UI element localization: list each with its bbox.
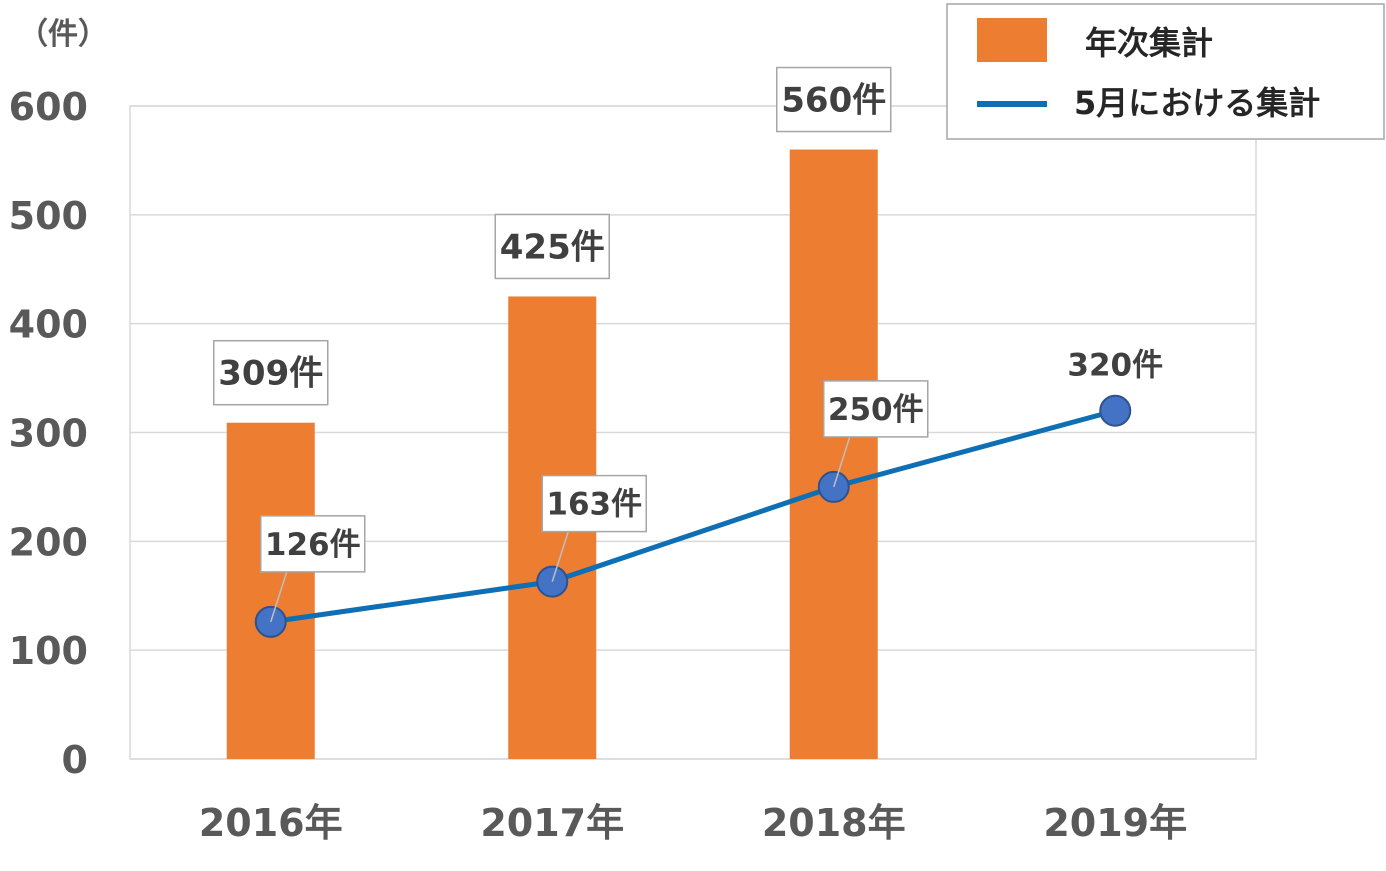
bar-data-label: 425件: [500, 227, 605, 267]
y-tick-label: 100: [9, 629, 88, 673]
x-tick-label: 2019年: [1043, 801, 1187, 845]
bar-data-label: 309件: [218, 354, 323, 394]
data-label-leader: [833, 436, 851, 488]
y-tick-label: 400: [9, 303, 88, 347]
bar: [226, 422, 315, 759]
line-marker: [1099, 394, 1132, 427]
data-label-leader: [270, 571, 288, 623]
y-axis-ticks: 0 100 200 300 400 500 600: [9, 85, 88, 782]
line-data-label: 250件: [828, 392, 924, 428]
line-path: [270, 408, 1116, 625]
bar: [789, 149, 878, 760]
x-tick-label: 2016年: [199, 801, 343, 845]
bar-data-label-box: [213, 339, 329, 406]
legend-label-bar: 年次集計: [1085, 24, 1213, 62]
y-tick-label: 0: [62, 738, 88, 782]
x-tick-label: 2017年: [480, 801, 624, 845]
line-data-label: 126件: [265, 527, 361, 563]
line-data-label-box: [823, 380, 929, 438]
line-data-label-box: [541, 474, 647, 533]
data-label-leader: [551, 531, 569, 582]
legend: 年次集計 5月における集計: [946, 3, 1385, 140]
x-axis-ticks: 2016年 2017年 2018年 2019年: [199, 801, 1187, 845]
y-tick-label: 300: [9, 412, 88, 456]
y-tick-label: 200: [9, 520, 88, 564]
y-tick-label: 600: [9, 85, 88, 129]
legend-label-line: 5月における集計: [1074, 84, 1320, 122]
data-labels: 309件 425件 560件 126件 163件 250件 320件: [213, 66, 1163, 623]
bar-data-label-box: [776, 66, 892, 133]
line-data-label-box: [260, 515, 366, 573]
x-tick-label: 2018年: [762, 801, 906, 845]
bar-data-label: 560件: [781, 81, 886, 121]
bar-data-label-box: [494, 213, 610, 280]
plot-area: [129, 105, 1257, 760]
line-data-label: 320件: [1067, 348, 1163, 384]
y-tick-label: 500: [9, 194, 88, 238]
legend-swatch-bar: [977, 18, 1047, 62]
y-axis-unit: （件）: [18, 17, 108, 52]
line-data-label: 163件: [546, 487, 642, 523]
